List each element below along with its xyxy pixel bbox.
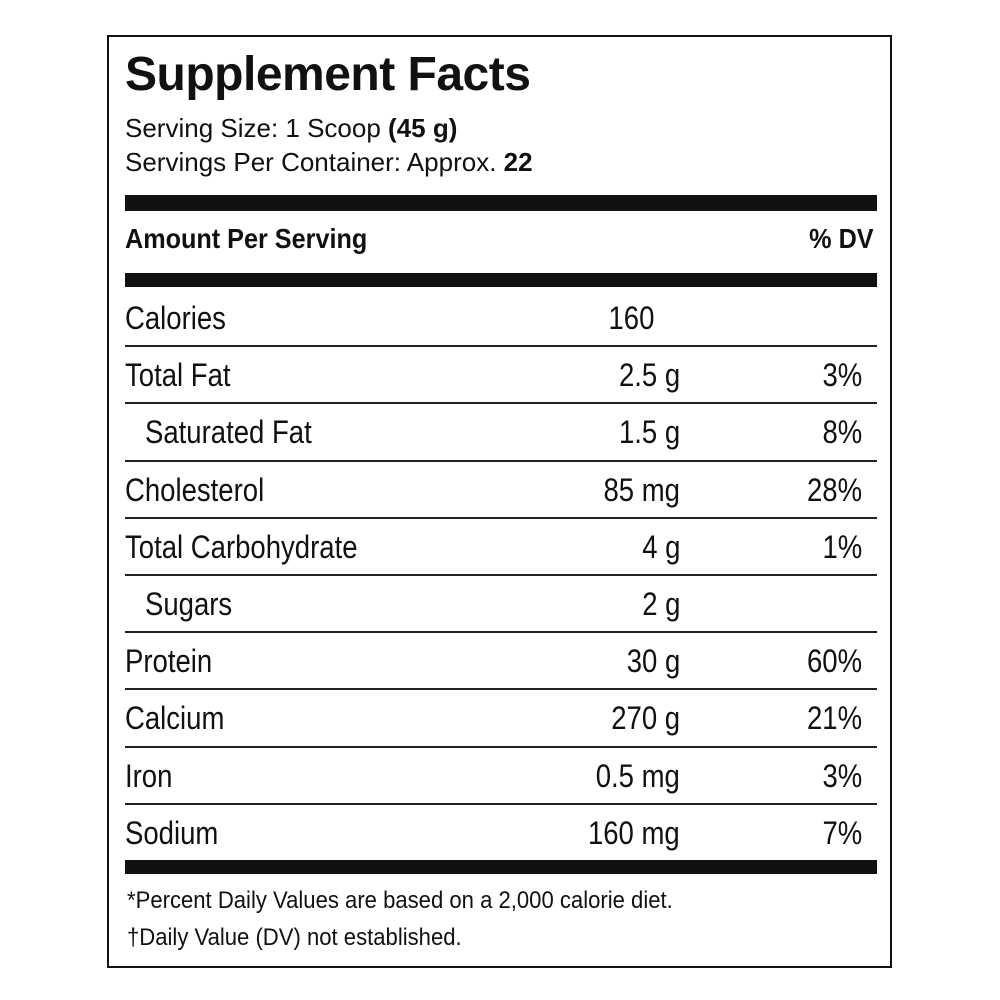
- daily-value: 1%: [822, 528, 862, 565]
- nutrient-name: Calcium: [125, 700, 225, 737]
- servings-value: 22: [503, 147, 533, 177]
- row-rule: [125, 688, 877, 691]
- nutrient-row: Cholesterol 85 mg 28%: [109, 461, 890, 518]
- nutrient-name: Sugars: [145, 586, 233, 622]
- nutrient-amount: 0.5 mg: [595, 757, 680, 794]
- daily-value: 21%: [806, 700, 862, 737]
- row-rule: [125, 459, 877, 462]
- facts-panel: Supplement Facts Serving Size: 1 Scoop (…: [107, 35, 892, 968]
- row-rule: [125, 402, 877, 405]
- footnote: *Percent Daily Values are based on a 2,0…: [127, 887, 673, 914]
- serving-size-label: Serving Size: 1 Scoop: [125, 113, 381, 143]
- thick-rule: [125, 195, 877, 211]
- nutrient-row: Total Fat 2.5 g 3%: [109, 346, 890, 403]
- nutrient-row: Saturated Fat 1.5 g 8%: [109, 403, 890, 460]
- daily-value: 60%: [806, 643, 862, 680]
- footnote: †Daily Value (DV) not established.: [127, 924, 462, 951]
- nutrient-row: Calories 160: [109, 289, 890, 346]
- nutrient-row: Protein 30 g 60%: [109, 632, 890, 689]
- nutrient-amount: 30 g: [626, 643, 680, 680]
- nutrient-row: Iron 0.5 mg 3%: [109, 747, 890, 804]
- nutrient-amount: 160 mg: [588, 814, 680, 851]
- nutrient-name: Sodium: [125, 814, 219, 851]
- daily-value: 3%: [822, 357, 862, 394]
- nutrient-name: Total Fat: [125, 357, 231, 394]
- daily-value: 8%: [822, 414, 862, 451]
- nutrient-name: Total Carbohydrate: [125, 528, 358, 565]
- row-rule: [125, 516, 877, 519]
- nutrient-row: Sodium 160 mg 7%: [109, 804, 890, 861]
- row-rule: [125, 802, 877, 805]
- thick-rule: [125, 860, 877, 874]
- row-rule: [125, 631, 877, 634]
- daily-value: 7%: [822, 814, 862, 851]
- nutrient-amount: 270 g: [611, 700, 680, 737]
- nutrient-row: Calcium 270 g 21%: [109, 689, 890, 746]
- daily-value: 28%: [806, 471, 862, 508]
- nutrient-row: Total Carbohydrate 4 g 1%: [109, 518, 890, 575]
- servings-label: Servings Per Container: Approx.: [125, 147, 497, 177]
- nutrient-amount: 85 mg: [603, 471, 680, 508]
- nutrient-row: Sugars 2 g: [109, 575, 890, 632]
- header-dv: % DV: [809, 223, 874, 254]
- nutrient-amount: 2.5 g: [618, 357, 680, 394]
- nutrient-amount: 160: [608, 300, 654, 336]
- nutrient-amount: 2 g: [641, 586, 680, 622]
- nutrient-name: Saturated Fat: [145, 414, 312, 451]
- row-rule: [125, 574, 877, 576]
- header-amount: Amount Per Serving: [125, 223, 368, 254]
- daily-value: 3%: [822, 757, 862, 794]
- thick-rule: [125, 273, 877, 287]
- nutrient-name: Cholesterol: [125, 471, 265, 508]
- nutrient-amount: 4 g: [641, 528, 680, 565]
- serving-size: Serving Size: 1 Scoop (45 g): [125, 115, 457, 141]
- row-rule: [125, 745, 877, 748]
- row-rule: [125, 345, 877, 348]
- serving-size-value: (45 g): [388, 113, 458, 143]
- nutrient-name: Protein: [125, 643, 213, 680]
- servings-per-container: Servings Per Container: Approx. 22: [125, 149, 533, 175]
- nutrient-name: Iron: [125, 757, 173, 794]
- nutrient-amount: 1.5 g: [618, 414, 680, 451]
- nutrient-name: Calories: [125, 300, 226, 336]
- title: Supplement Facts: [125, 48, 531, 101]
